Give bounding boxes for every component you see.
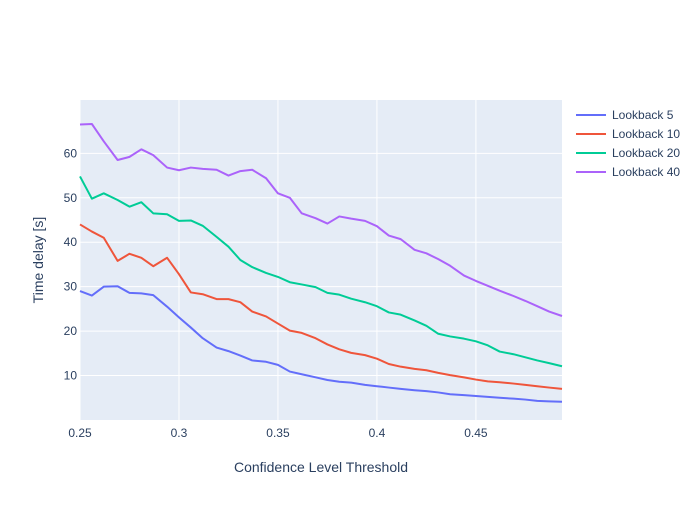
series-line-lookback-5 <box>79 285 563 403</box>
x-tick-label: 0.3 <box>171 426 188 440</box>
y-axis-ticks: 10 20 30 40 50 60 <box>64 146 78 382</box>
x-axis-ticks: 0.25 0.3 0.35 0.4 0.45 <box>68 426 488 440</box>
legend-item-lookback-20[interactable]: Lookback 20 <box>576 146 680 160</box>
legend-label: Lookback 40 <box>612 165 680 179</box>
y-tick-label: 40 <box>64 235 78 249</box>
grid-lines <box>79 100 562 420</box>
x-tick-label: 0.45 <box>464 426 488 440</box>
legend[interactable]: Lookback 5 Lookback 10 Lookback 20 Lookback… <box>576 108 680 179</box>
series-lines <box>79 123 563 403</box>
x-tick-label: 0.25 <box>68 426 92 440</box>
x-tick-label: 0.35 <box>266 426 290 440</box>
y-tick-label: 30 <box>64 280 78 294</box>
legend-item-lookback-10[interactable]: Lookback 10 <box>576 127 680 141</box>
x-axis-label: Confidence Level Threshold <box>234 459 408 475</box>
series-line-lookback-20 <box>79 175 563 368</box>
legend-item-lookback-5[interactable]: Lookback 5 <box>576 108 674 122</box>
legend-item-lookback-40[interactable]: Lookback 40 <box>576 165 680 179</box>
series-line-lookback-40 <box>79 123 563 317</box>
plot-background <box>80 100 562 420</box>
y-tick-label: 60 <box>64 146 78 160</box>
y-tick-label: 50 <box>64 191 78 205</box>
legend-label: Lookback 5 <box>612 108 674 122</box>
y-tick-label: 20 <box>64 324 78 338</box>
legend-label: Lookback 20 <box>612 146 680 160</box>
series-line-lookback-10 <box>79 223 563 390</box>
y-axis-label: Time delay [s] <box>30 217 46 304</box>
y-tick-label: 10 <box>64 369 78 383</box>
x-tick-label: 0.4 <box>369 426 386 440</box>
legend-label: Lookback 10 <box>612 127 680 141</box>
